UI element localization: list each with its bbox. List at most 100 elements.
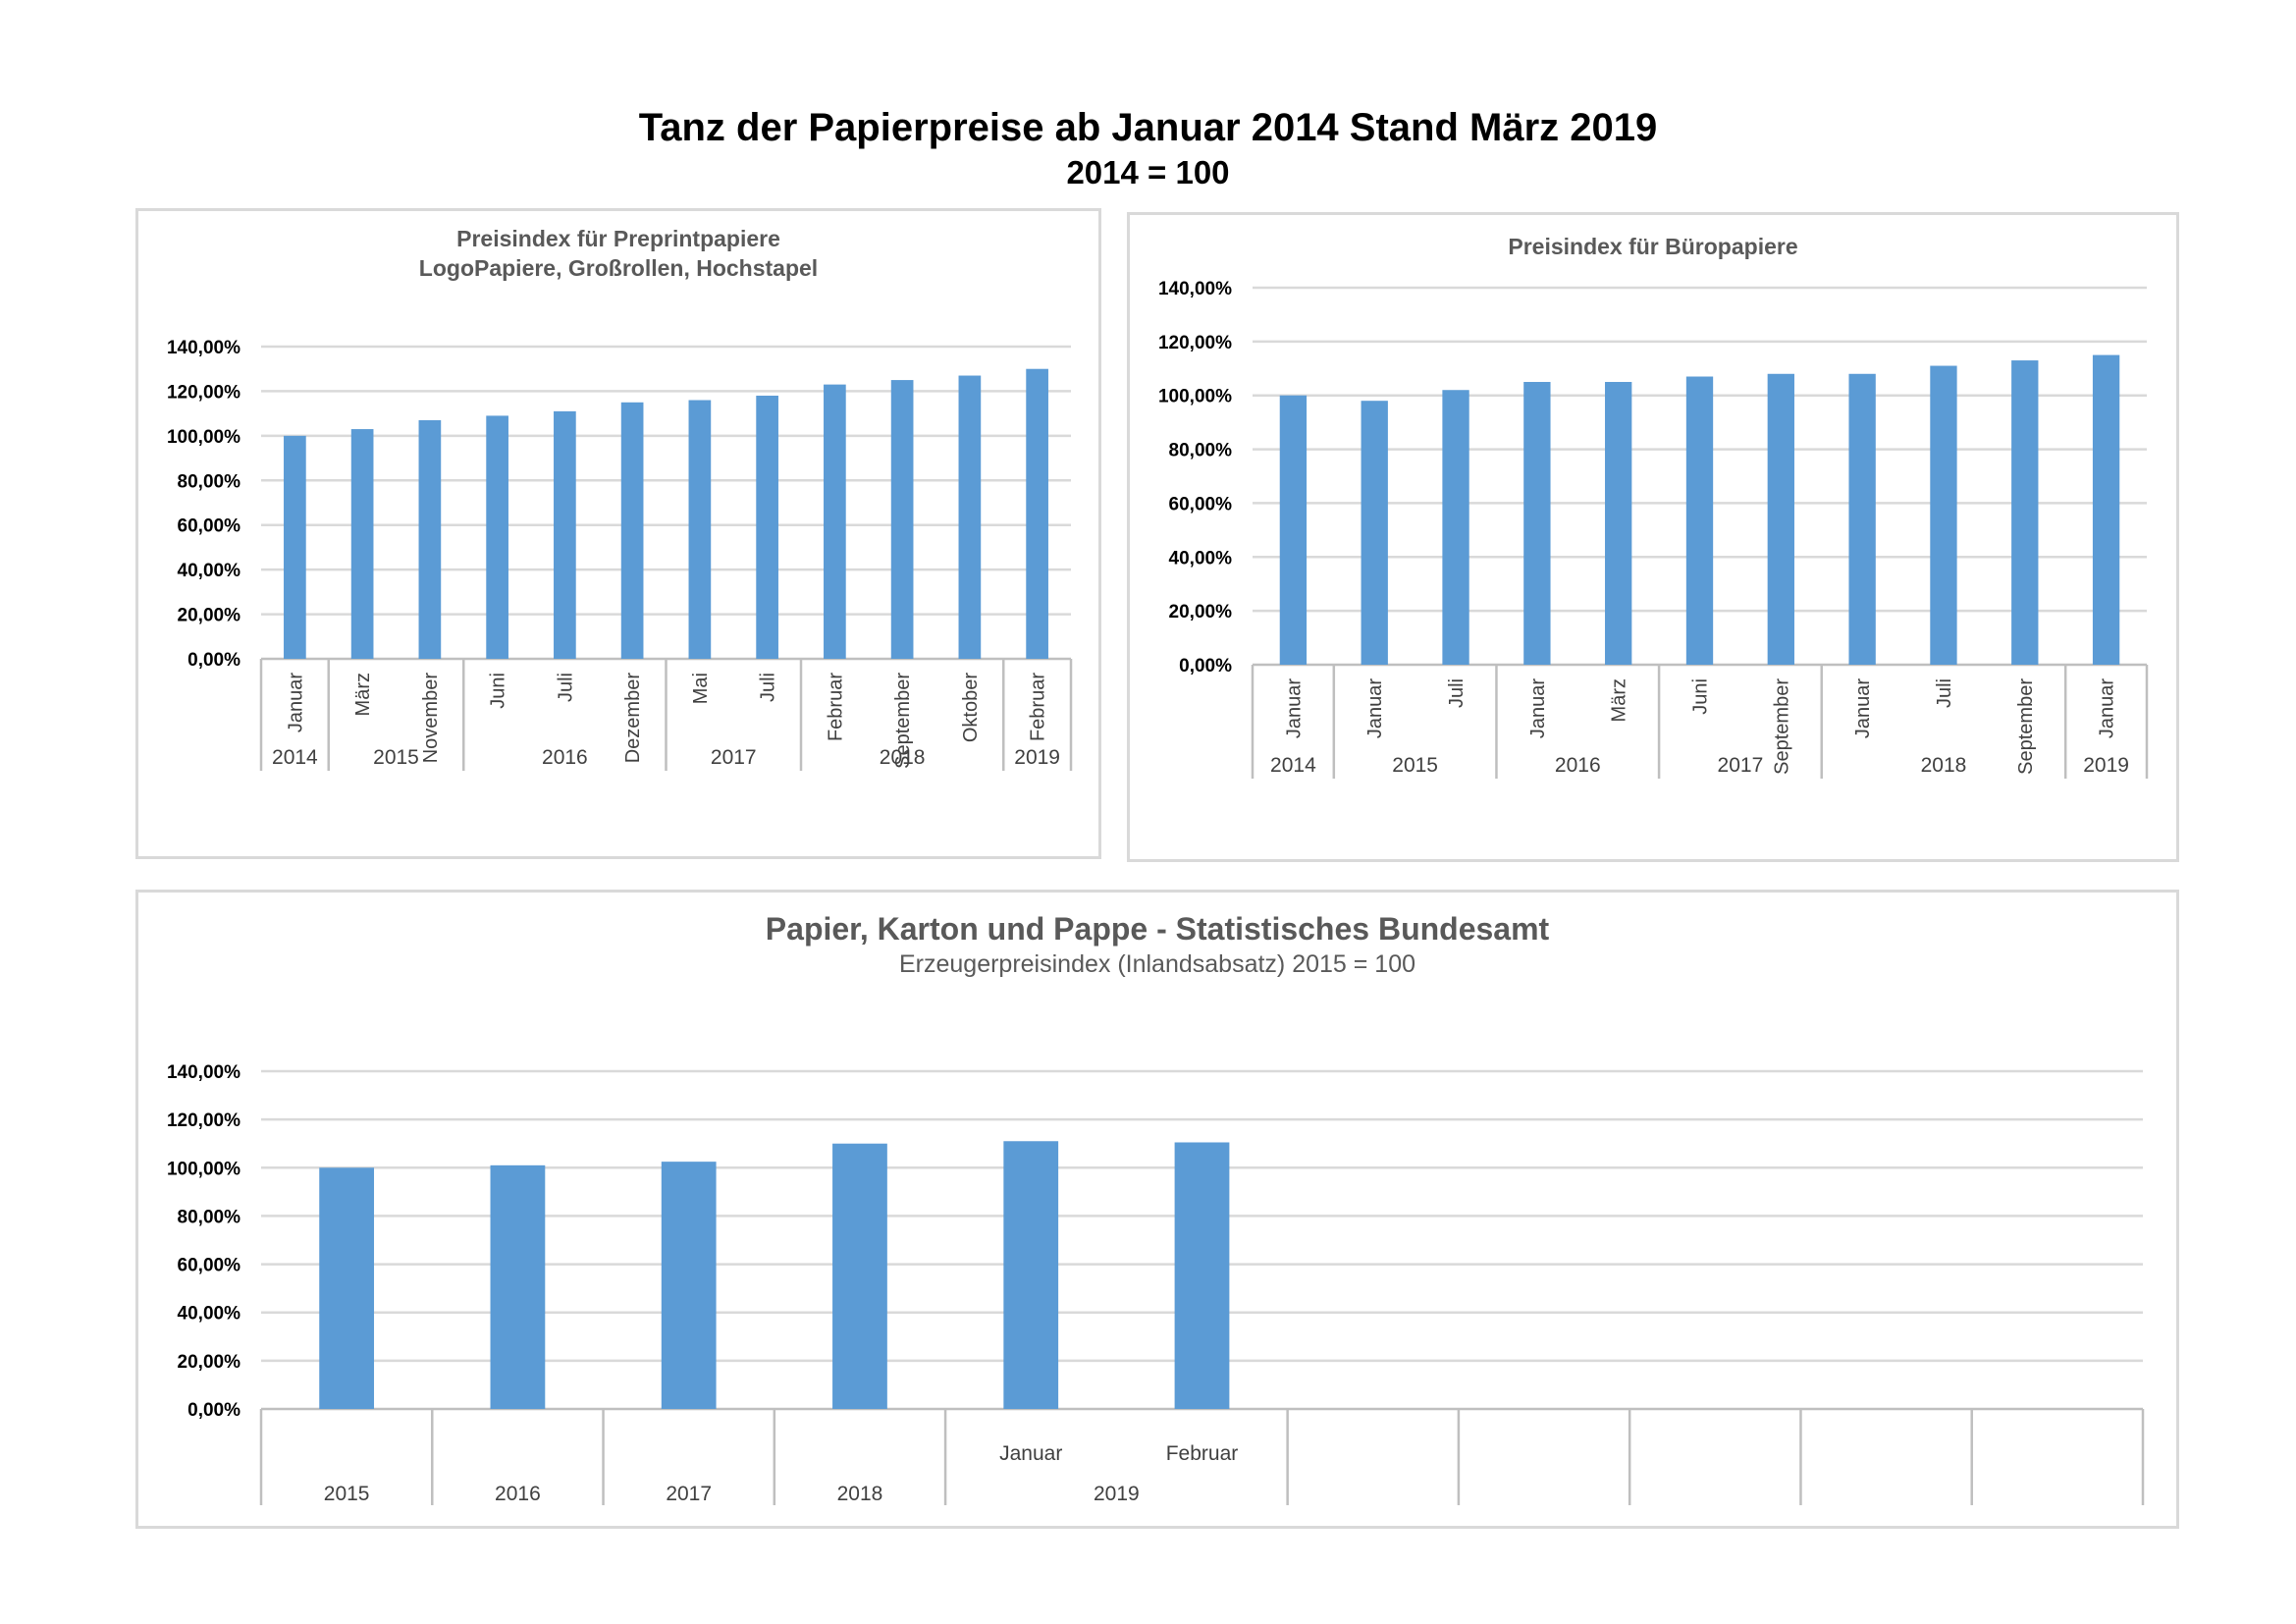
bar <box>350 429 374 659</box>
y-tick-label: 0,00% <box>187 650 240 671</box>
y-tick-label: 100,00% <box>1158 387 1232 407</box>
y-tick-label: 20,00% <box>178 606 241 626</box>
bar <box>824 384 846 659</box>
page-subtitle: 2014 = 100 <box>1066 154 1230 190</box>
y-tick-label: 60,00% <box>1169 494 1233 514</box>
x-group-label: 2015 <box>324 1483 370 1505</box>
bar <box>2092 354 2120 665</box>
x-group-label: 2016 <box>542 746 588 769</box>
x-tick-label: September <box>892 673 914 769</box>
x-tick-label: Januar <box>999 1442 1062 1465</box>
chart-panel-buero: Preisindex für Büropapiere 0,00% 20,00% 40,… <box>1127 212 2179 862</box>
y-tick-label: 80,00% <box>178 1207 241 1227</box>
bar <box>319 1167 375 1409</box>
x-tick-label: Februar <box>1028 673 1049 741</box>
x-tick-label: Juli <box>758 673 779 702</box>
x-group-label: 2016 <box>495 1483 541 1505</box>
x-group-label: 2018 <box>1921 754 1967 777</box>
y-tick-label: 0,00% <box>1179 656 1232 677</box>
bar <box>1685 376 1714 665</box>
x-tick-label: November <box>420 673 442 764</box>
chart-panel-preprint: Preisindex für Preprintpapiere LogoPapier… <box>135 208 1101 859</box>
bar <box>958 375 982 659</box>
x-tick-label: Januar <box>2097 678 2118 738</box>
bar <box>1523 382 1551 665</box>
x-tick-label: Februar <box>1166 1442 1239 1465</box>
y-tick-label: 20,00% <box>1169 602 1233 623</box>
x-group-label: 2014 <box>272 746 318 769</box>
bar <box>1003 1141 1059 1409</box>
x-tick-label: Juni <box>1690 678 1712 715</box>
x-tick-label: Oktober <box>960 673 982 742</box>
y-tick-label: 100,00% <box>167 1159 240 1179</box>
x-tick-label: Dezember <box>622 673 644 764</box>
x-group-label: 2019 <box>1094 1483 1140 1505</box>
chart-destatis: Papier, Karton und Pappe - Statistisches… <box>167 911 2145 1505</box>
x-tick-label: Januar <box>1283 678 1305 738</box>
chart-buero: Preisindex für Büropapiere 0,00% 20,00% 40,… <box>1158 234 2149 779</box>
x-group-label: 2015 <box>373 746 419 769</box>
bar <box>756 395 778 659</box>
bar <box>1026 368 1048 659</box>
x-tick-label: September <box>2015 678 2037 775</box>
y-tick-label: 20,00% <box>178 1352 241 1373</box>
y-tick-label: 60,00% <box>178 1256 241 1276</box>
bar <box>554 410 576 659</box>
x-group-label: 2018 <box>880 746 926 769</box>
x-tick-label: Juli <box>555 673 576 702</box>
y-tick-label: 120,00% <box>167 1110 240 1131</box>
x-group-label: 2019 <box>1014 746 1060 769</box>
chart-panel-destatis: Papier, Karton und Pappe - Statistisches… <box>135 890 2179 1529</box>
x-group-label: 2017 <box>1718 754 1764 777</box>
y-tick-label: 40,00% <box>178 561 241 581</box>
y-tick-label: 0,00% <box>187 1400 240 1421</box>
y-tick-label: 40,00% <box>178 1304 241 1325</box>
x-tick-label: Januar <box>1527 678 1549 738</box>
x-tick-label: Juli <box>1934 678 1955 708</box>
y-tick-label: 120,00% <box>167 382 240 403</box>
bar <box>661 1162 717 1409</box>
bar <box>1279 395 1308 665</box>
bar <box>1605 382 1632 665</box>
y-tick-label: 100,00% <box>167 427 240 448</box>
x-group-label: 2014 <box>1270 754 1316 777</box>
bar <box>1174 1142 1230 1409</box>
x-tick-label: Juni <box>488 673 509 709</box>
y-tick-label: 60,00% <box>178 516 241 537</box>
x-tick-label: Mai <box>690 673 712 704</box>
page-title: Tanz der Papierpreise ab Januar 2014 Sta… <box>638 106 1658 149</box>
bar <box>1848 373 1876 665</box>
bar <box>1767 373 1794 665</box>
bar <box>1361 401 1388 665</box>
chart-title: Preisindex für Büropapiere <box>1508 234 1797 259</box>
chart-preprint: Preisindex für Preprintpapiere LogoPapier… <box>167 226 1073 771</box>
bar <box>418 419 442 659</box>
y-tick-label: 80,00% <box>178 471 241 492</box>
y-tick-label: 140,00% <box>167 1062 240 1083</box>
x-tick-label: Januar <box>1852 678 1874 738</box>
x-tick-label: Januar <box>1364 678 1386 738</box>
bar <box>486 415 508 659</box>
x-group-label: 2015 <box>1392 754 1438 777</box>
x-group-label: 2019 <box>2083 754 2129 777</box>
x-tick-label: Januar <box>285 673 306 732</box>
bar <box>688 400 712 659</box>
x-tick-label: Februar <box>825 673 846 741</box>
x-tick-label: Juli <box>1446 678 1468 708</box>
x-group-label: 2017 <box>666 1483 712 1505</box>
bar <box>2011 360 2039 665</box>
x-group-label: 2016 <box>1555 754 1601 777</box>
x-tick-label: März <box>352 673 374 716</box>
bar <box>1930 365 1957 665</box>
y-tick-label: 140,00% <box>1158 279 1232 299</box>
bar <box>832 1143 887 1409</box>
bar <box>620 402 644 659</box>
y-tick-label: 140,00% <box>167 338 240 358</box>
bar <box>490 1164 546 1409</box>
x-group-label: 2018 <box>837 1483 883 1505</box>
chart-title: Preisindex für Preprintpapiere <box>456 226 780 251</box>
x-tick-label: März <box>1609 678 1630 722</box>
chart-subtitle: LogoPapiere, Großrollen, Hochstapel <box>419 255 818 281</box>
x-group-label: 2017 <box>711 746 757 769</box>
x-tick-label: September <box>1771 678 1792 775</box>
